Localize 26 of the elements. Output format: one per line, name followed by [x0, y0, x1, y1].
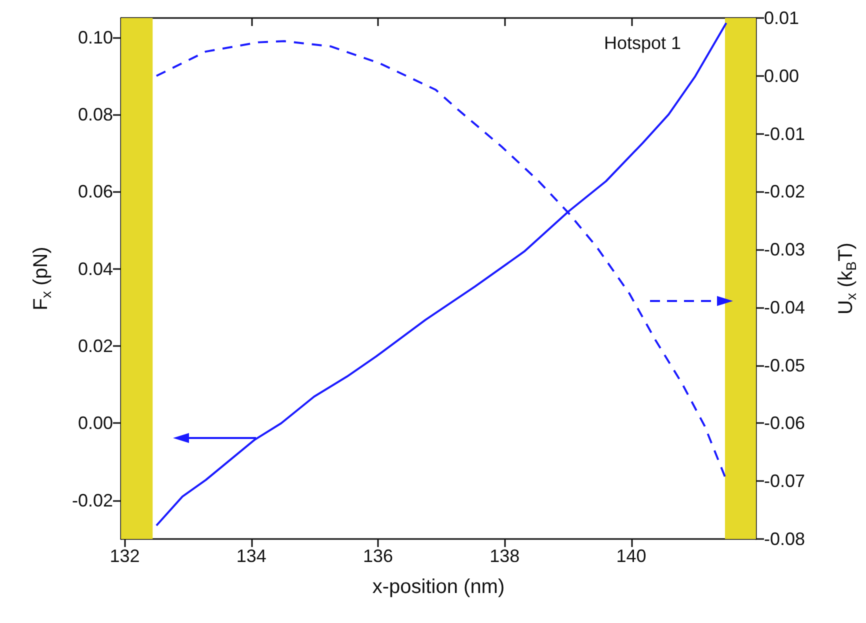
y-axis-title: Fx (pN) — [30, 246, 54, 310]
x-tick-label: 134 — [236, 546, 266, 566]
annotation: Hotspot 1 — [604, 33, 681, 53]
x-tick-label: 140 — [616, 546, 646, 566]
y-tick-label: 0.04 — [78, 258, 113, 279]
y2-tick-label: -0.07 — [764, 471, 806, 492]
y2-tick-label: -0.06 — [764, 413, 806, 434]
y2-axis-title: Ux (kBT) — [835, 242, 859, 314]
y-tick-label: 0.08 — [78, 104, 113, 124]
y2-tick-label: -0.01 — [764, 124, 806, 144]
x-axis-title: x-position (nm) — [372, 576, 505, 598]
y-tick-label: -0.02 — [72, 490, 113, 510]
y2-tick-label: 0.00 — [764, 66, 800, 86]
y-tick-label: 0.10 — [78, 27, 113, 48]
y2-tick-label: -0.02 — [764, 182, 806, 202]
y-tick-label: 0.00 — [78, 413, 113, 434]
y2-tick-label: -0.03 — [764, 240, 806, 260]
y-tick-label: 0.02 — [78, 336, 113, 356]
y2-tick-label: -0.08 — [764, 529, 806, 549]
x-tick-label: 136 — [363, 546, 394, 566]
y2-tick-label: -0.04 — [764, 297, 806, 318]
y-tick-label: 0.06 — [78, 182, 113, 202]
y2-tick-label: 0.01 — [764, 8, 800, 28]
x-tick-label: 138 — [490, 546, 520, 566]
y2-tick-label: -0.05 — [764, 355, 806, 376]
x-tick-label: 132 — [110, 546, 140, 566]
